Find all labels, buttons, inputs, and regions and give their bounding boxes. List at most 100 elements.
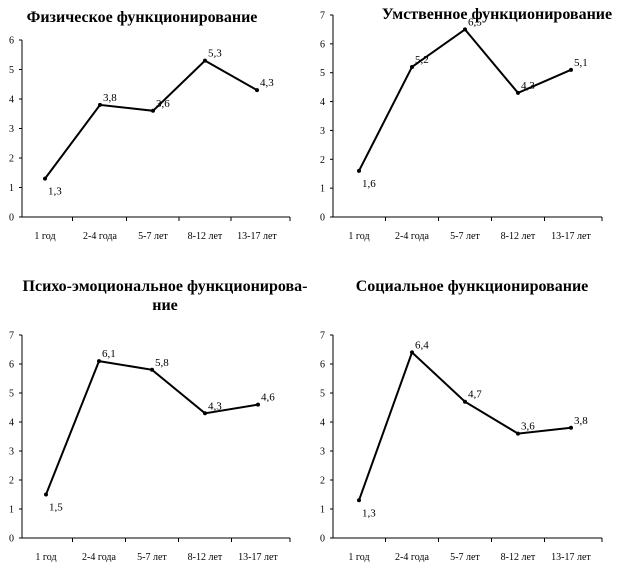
y-tick-label: 7 [320, 11, 325, 22]
data-point [357, 498, 361, 503]
y-tick-label: 5 [320, 68, 325, 79]
series-line [45, 359, 259, 495]
data-label: 6,5 [468, 16, 482, 28]
y-tick-label: 7 [9, 331, 14, 342]
x-tick-label: 8-12 лет [188, 552, 223, 562]
x-tick-label: 13-17 лет [237, 231, 277, 242]
data-label: 1,6 [362, 178, 376, 190]
data-point [463, 399, 467, 404]
data-label: 4,7 [468, 389, 482, 401]
data-label: 5,2 [415, 54, 429, 66]
x-tick-label: 5-7 лет [450, 231, 480, 242]
y-tick-label: 2 [9, 476, 14, 487]
y-tick-label: 6 [320, 39, 325, 50]
data-label: 5,3 [208, 48, 222, 60]
series-line [358, 350, 572, 501]
data-label: 4,3 [260, 77, 274, 89]
data-label: 6,4 [415, 339, 429, 351]
data-point [463, 27, 467, 32]
y-tick-label: 1 [9, 505, 14, 516]
data-label: 1,3 [362, 507, 376, 519]
data-point [410, 350, 414, 355]
y-tick-label: 0 [9, 213, 14, 224]
data-label: 4,3 [208, 400, 222, 412]
y-tick-label: 1 [9, 183, 14, 194]
data-point [516, 431, 520, 436]
y-tick-label: 3 [320, 447, 325, 458]
data-label: 5,8 [155, 357, 169, 369]
data-point [203, 58, 207, 63]
x-tick-label: 13-17 лет [238, 552, 278, 562]
x-tick-label: 5-7 лет [137, 552, 167, 562]
data-point [150, 367, 154, 372]
y-tick-label: 2 [9, 154, 14, 165]
data-label: 4,3 [521, 80, 535, 92]
y-tick-label: 3 [9, 447, 14, 458]
x-tick-label: 8-12 лет [501, 231, 536, 242]
y-tick-label: 6 [9, 360, 14, 371]
data-point [256, 402, 260, 407]
y-tick-label: 0 [320, 213, 325, 224]
data-point [44, 492, 48, 497]
series-line [358, 28, 572, 172]
x-tick-label: 1 год [348, 231, 369, 242]
x-tick-label: 5-7 лет [450, 552, 480, 562]
x-tick-label: 2-4 года [83, 231, 117, 242]
data-point [43, 176, 47, 181]
data-point [98, 102, 102, 107]
y-tick-label: 0 [320, 534, 325, 545]
y-tick-label: 5 [320, 389, 325, 400]
y-tick-label: 2 [320, 476, 325, 487]
chart-title: Психо-эмоциональное функционирова- [23, 278, 308, 295]
chart-panel: Психо-эмоциональное функционирова-ние 0 1 2… [9, 278, 307, 562]
data-point [516, 90, 520, 95]
y-tick-label: 0 [9, 534, 14, 545]
y-tick-label: 5 [9, 65, 14, 76]
y-tick-label: 6 [320, 360, 325, 371]
y-tick-label: 5 [9, 389, 14, 400]
data-point [410, 64, 414, 69]
y-tick-label: 3 [9, 124, 14, 135]
data-label: 3,6 [156, 98, 170, 110]
data-point [569, 67, 573, 72]
data-point [151, 108, 155, 113]
x-tick-label: 13-17 лет [551, 231, 591, 242]
y-tick-label: 6 [9, 36, 14, 47]
chart-title: ние [152, 297, 178, 314]
chart-title: Умственное функционирование [382, 6, 612, 23]
y-tick-label: 1 [320, 184, 325, 195]
y-tick-label: 4 [9, 95, 14, 106]
y-tick-label: 7 [320, 331, 325, 342]
data-point [203, 411, 207, 416]
data-label: 3,8 [103, 92, 117, 104]
data-point [97, 359, 101, 364]
chart-title: Социальное функционирование [356, 278, 589, 295]
x-tick-label: 13-17 лет [551, 552, 591, 562]
data-label: 5,1 [574, 57, 588, 69]
x-tick-label: 1 год [35, 552, 56, 562]
chart-panel: Физическое функционирование 0 1 2 3 4 5 6 1 год 2… [9, 9, 291, 242]
data-point [255, 88, 259, 93]
data-point [357, 168, 361, 173]
y-tick-label: 4 [320, 418, 325, 429]
data-label: 3,8 [574, 415, 588, 427]
x-tick-label: 1 год [34, 231, 55, 242]
y-tick-label: 3 [320, 126, 325, 137]
x-tick-label: 5-7 лет [138, 231, 168, 242]
chart-panel: Социальное функционирование 0 1 2 3 4 5 6 7 1 год… [320, 278, 603, 562]
data-label: 3,6 [521, 421, 535, 433]
chart-panel: Умственное функционирование 0 1 2 3 4 5 6 7 1 год… [320, 6, 612, 242]
x-tick-label: 8-12 лет [188, 231, 223, 242]
y-tick-label: 4 [9, 418, 14, 429]
y-tick-label: 1 [320, 505, 325, 516]
x-tick-label: 8-12 лет [501, 552, 536, 562]
series-line [44, 59, 258, 180]
data-label: 6,1 [102, 348, 116, 360]
x-tick-label: 2-4 года [395, 552, 429, 562]
data-label: 1,5 [49, 502, 63, 514]
x-tick-label: 1 год [348, 552, 369, 562]
data-label: 4,6 [261, 392, 275, 404]
chart-title: Физическое функционирование [27, 9, 258, 26]
x-tick-label: 2-4 года [82, 552, 116, 562]
